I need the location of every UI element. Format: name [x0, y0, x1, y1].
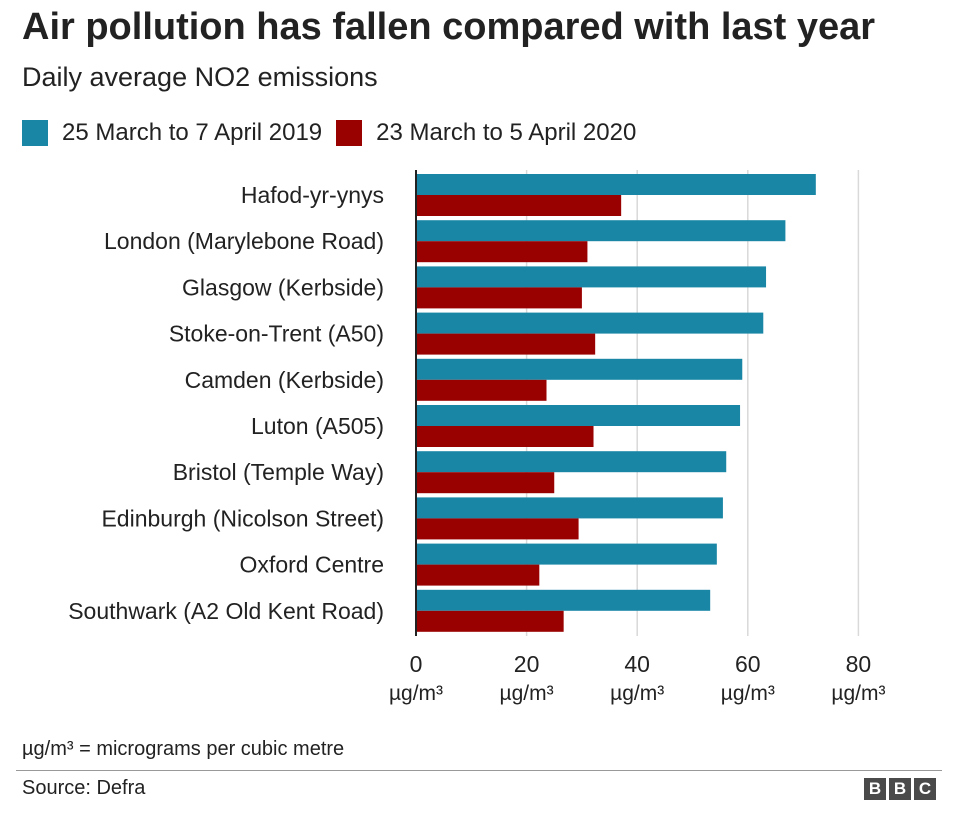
x-tick-label: 0 — [410, 651, 423, 677]
legend-label-2020: 23 March to 5 April 2020 — [376, 119, 637, 146]
bar-2019 — [416, 451, 727, 473]
legend-item-2019: 25 March to 7 April 2019 — [22, 119, 322, 147]
chart-subtitle: Daily average NO2 emissions — [22, 62, 378, 92]
category-label: Oxford Centre — [240, 552, 384, 578]
category-label: Hafod-yr-ynys — [241, 182, 384, 208]
x-tick-unit: µg/m³ — [610, 682, 664, 705]
bar-2019 — [416, 358, 743, 380]
bar-2020 — [416, 241, 588, 263]
bar-2019 — [416, 497, 723, 519]
bar-2019 — [416, 589, 711, 611]
category-label: Southwark (A2 Old Kent Road) — [68, 598, 384, 624]
footnote: µg/m³ = micrograms per cubic metre — [22, 738, 345, 760]
logo-letter-1: B — [864, 778, 886, 800]
bar-2019 — [416, 266, 767, 288]
x-tick-unit: µg/m³ — [389, 682, 443, 705]
bar-2020 — [416, 564, 540, 586]
bar-2019 — [416, 312, 764, 334]
bar-2020 — [416, 333, 596, 355]
x-tick-unit: µg/m³ — [831, 682, 885, 705]
source-note: Source: Defra — [22, 777, 146, 799]
category-label: London (Marylebone Road) — [104, 228, 384, 254]
bar-2020 — [416, 195, 622, 216]
bar-2020 — [416, 379, 547, 401]
category-label: Bristol (Temple Way) — [173, 459, 384, 485]
x-tick-label: 60 — [735, 651, 761, 677]
bar-2019 — [416, 543, 717, 565]
bar-2019 — [416, 220, 786, 242]
bar-chart: Hafod-yr-ynys London (Marylebone Road) Gla… — [68, 170, 885, 705]
legend-swatch-2019 — [22, 120, 48, 146]
category-label: Glasgow (Kerbside) — [182, 274, 384, 300]
bbc-logo: B B C — [864, 778, 936, 800]
bar-2020 — [416, 426, 594, 447]
footer-divider — [16, 770, 942, 771]
x-tick-label: 80 — [846, 651, 872, 677]
logo-letter-3: C — [914, 778, 936, 800]
category-label: Luton (A505) — [251, 413, 384, 439]
x-tick-unit: µg/m³ — [721, 682, 775, 705]
x-tick-unit: µg/m³ — [500, 682, 554, 705]
bar-2020 — [416, 610, 564, 632]
category-label: Stoke-on-Trent (A50) — [169, 321, 384, 347]
bar-2019 — [416, 174, 816, 195]
legend-item-2020: 23 March to 5 April 2020 — [336, 119, 636, 147]
x-tick-label: 20 — [514, 651, 540, 677]
bar-2020 — [416, 287, 582, 309]
bar-2020 — [416, 472, 555, 494]
legend-swatch-2020 — [336, 120, 363, 146]
bar-2020 — [416, 518, 579, 540]
x-tick-label: 40 — [624, 651, 650, 677]
chart-title: Air pollution has fallen compared with l… — [22, 6, 876, 48]
logo-letter-2: B — [889, 778, 911, 800]
legend: 25 March to 7 April 2019 23 March to 5 A… — [22, 118, 650, 148]
bar-2019 — [416, 405, 741, 426]
category-label: Camden (Kerbside) — [185, 367, 384, 393]
category-label: Edinburgh (Nicolson Street) — [101, 505, 384, 531]
legend-label-2019: 25 March to 7 April 2019 — [62, 119, 323, 146]
